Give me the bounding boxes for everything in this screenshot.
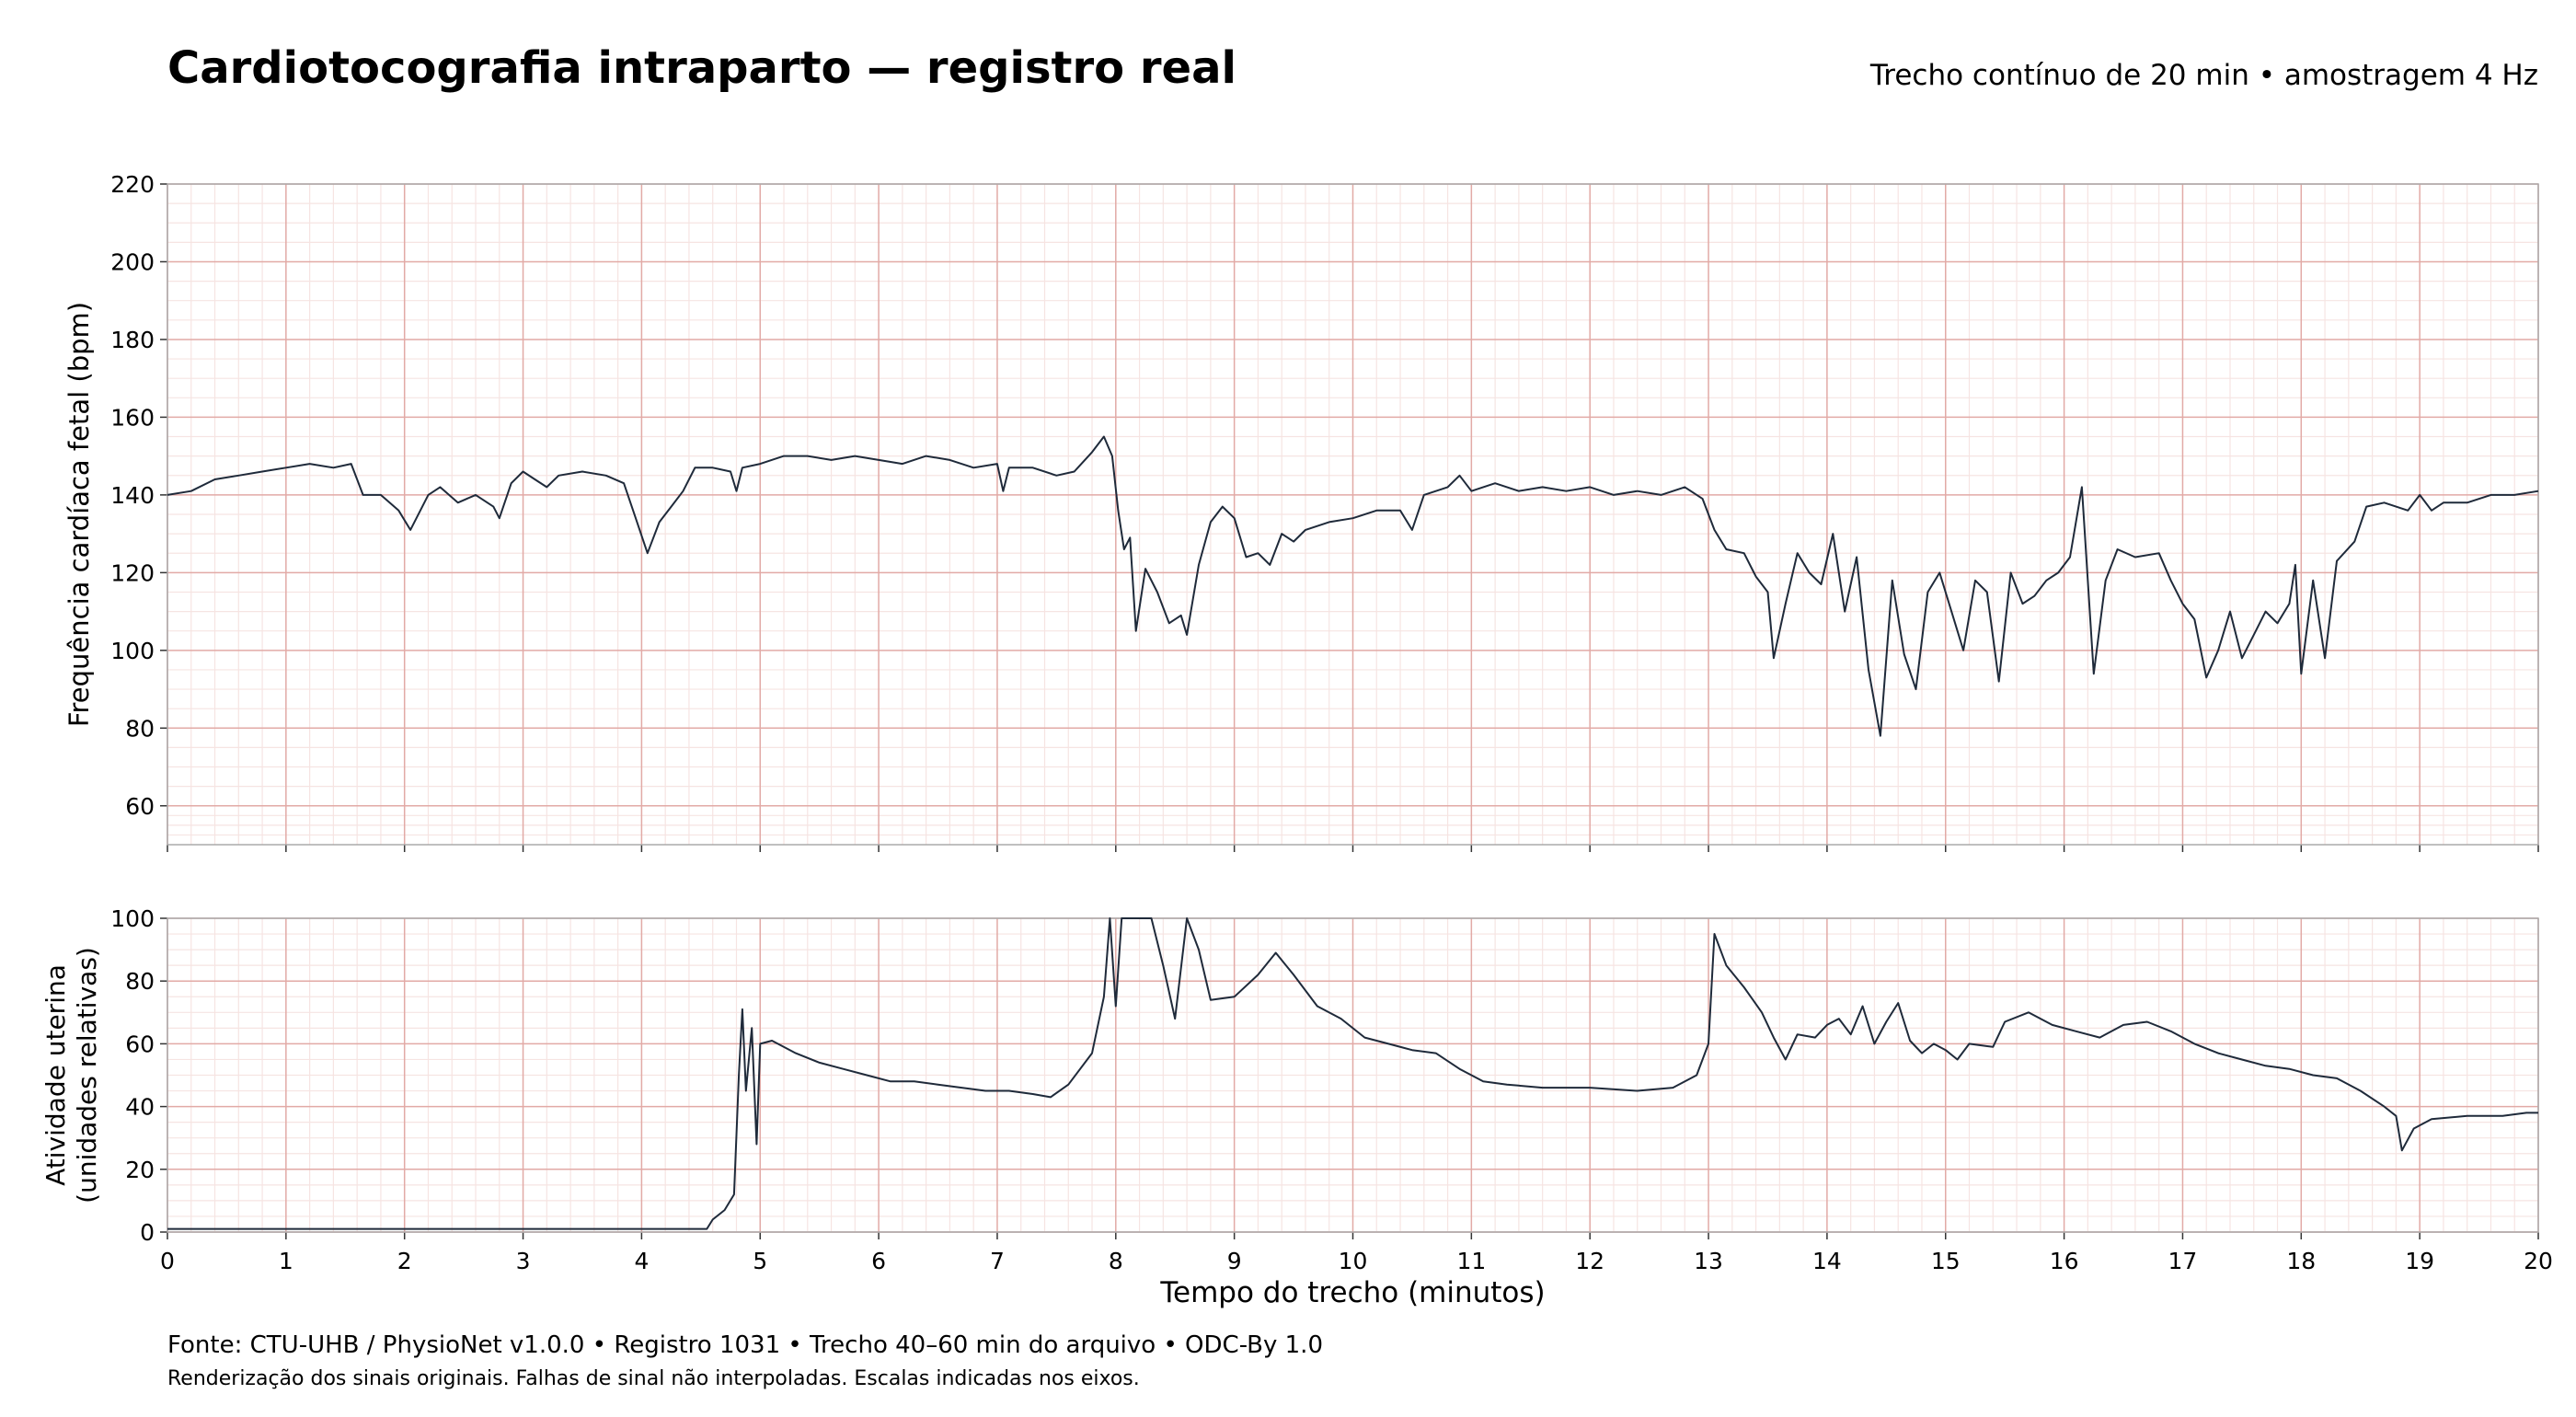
- y-tick-label: 80: [125, 715, 155, 742]
- x-tick-label: 5: [753, 1248, 767, 1274]
- x-tick-label: 16: [2050, 1248, 2079, 1274]
- y-tick-label: 60: [125, 793, 155, 820]
- x-tick-label: 4: [634, 1248, 649, 1274]
- x-tick-label: 0: [160, 1248, 175, 1274]
- x-tick-label: 20: [2524, 1248, 2553, 1274]
- subtitle: Trecho contínuo de 20 min • amostragem 4…: [1869, 59, 2538, 92]
- y-tick-label: 140: [110, 482, 155, 509]
- x-tick-label: 9: [1227, 1248, 1242, 1274]
- footer-source: Fonte: CTU-UHB / PhysioNet v1.0.0 • Regi…: [167, 1331, 1323, 1359]
- y-axis-label: (unidades relativas): [72, 947, 102, 1204]
- x-tick-label: 2: [397, 1248, 412, 1274]
- x-tick-label: 13: [1694, 1248, 1723, 1274]
- x-tick-label: 17: [2168, 1248, 2198, 1274]
- plot-frame: [167, 183, 2539, 846]
- y-tick-label: 120: [110, 559, 155, 586]
- signal-line: [167, 917, 2538, 1230]
- plot: 0 1 2 3 4 5 6 7 8 9 10 11 12 13 14 15 16 17 18 19 2002040608…: [40, 905, 2553, 1309]
- y-tick-label: 160: [110, 404, 155, 431]
- plot-frame: [167, 917, 2539, 1233]
- y-tick-label: 100: [110, 905, 155, 932]
- y-tick-label: 220: [110, 171, 155, 198]
- x-tick-label: 14: [1812, 1248, 1842, 1274]
- x-tick-label: 1: [279, 1248, 293, 1274]
- x-tick-label: 12: [1575, 1248, 1604, 1274]
- x-tick-label: 6: [871, 1248, 886, 1274]
- x-tick-label: 18: [2286, 1248, 2316, 1274]
- x-axis-label: Tempo do trecho (minutos): [1159, 1276, 1545, 1309]
- x-tick-label: 7: [990, 1248, 1005, 1274]
- y-tick-label: 20: [125, 1157, 155, 1183]
- x-tick-label: 10: [1339, 1248, 1368, 1274]
- y-axis-label: Atividade uterina: [40, 964, 71, 1186]
- y-tick-label: 100: [110, 638, 155, 664]
- x-tick-label: 8: [1109, 1248, 1123, 1274]
- plot: 60 80 100 120 140 160 180 200 220 Frequência card…: [63, 171, 2539, 852]
- y-tick-label: 80: [125, 968, 155, 995]
- y-tick-label: 200: [110, 248, 155, 275]
- chart-title: Cardiotocografia intraparto — registro r…: [167, 42, 1236, 94]
- y-tick-label: 0: [140, 1219, 155, 1246]
- signal-line: [167, 435, 2539, 737]
- x-tick-label: 15: [1931, 1248, 1961, 1274]
- x-tick-label: 11: [1456, 1248, 1486, 1274]
- y-tick-label: 180: [110, 327, 155, 353]
- footer-note: Renderização dos sinais originais. Falha…: [167, 1367, 1140, 1390]
- y-tick-label: 60: [125, 1031, 155, 1057]
- x-tick-label: 19: [2405, 1248, 2434, 1274]
- y-axis-label: Frequência cardíaca fetal (bpm): [63, 302, 95, 727]
- x-tick-label: 3: [516, 1248, 531, 1274]
- y-tick-label: 40: [125, 1094, 155, 1121]
